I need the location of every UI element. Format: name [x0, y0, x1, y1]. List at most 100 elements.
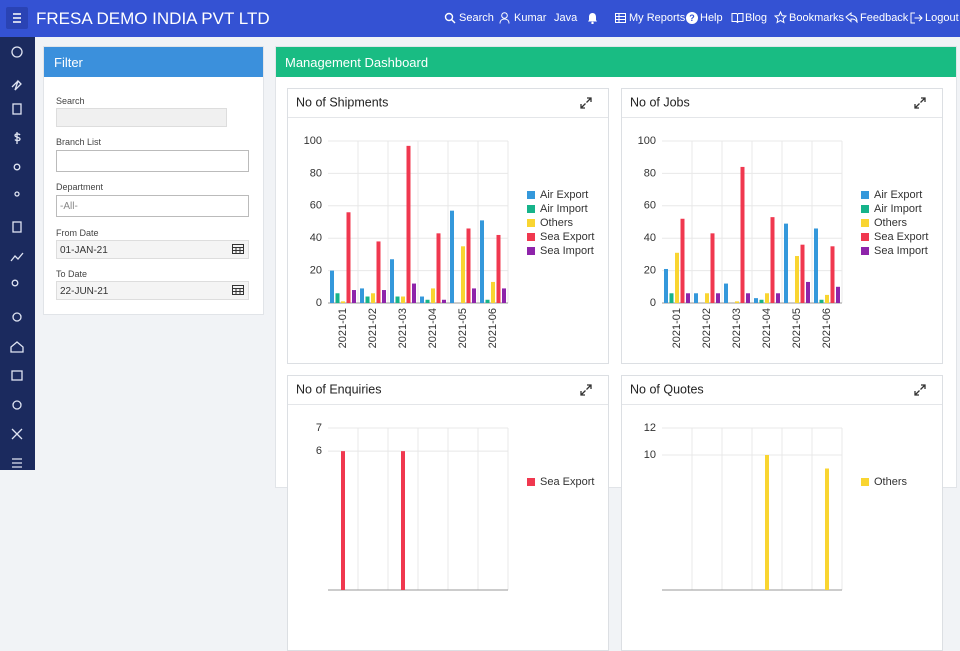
bar	[412, 283, 416, 303]
icon-user-settings[interactable]	[11, 279, 19, 287]
bar	[825, 294, 829, 303]
legend-swatch	[527, 219, 535, 227]
icon-network[interactable]	[14, 191, 20, 197]
nav-language[interactable]: Java	[554, 12, 578, 24]
bar	[669, 293, 674, 303]
legend-swatch	[861, 233, 869, 241]
icon-settings-2[interactable]	[12, 400, 22, 410]
to-date-input[interactable]: 22-JUN-21	[56, 281, 249, 300]
field-label: Search	[56, 96, 85, 106]
legend-swatch	[861, 205, 869, 213]
bar	[735, 301, 739, 303]
bar	[335, 293, 340, 303]
reports-icon	[615, 13, 626, 23]
calendar-icon[interactable]	[232, 285, 244, 295]
bar	[765, 455, 769, 590]
branch-input[interactable]	[56, 150, 249, 172]
menu-icon	[13, 13, 21, 23]
legend-label: Others	[540, 217, 574, 229]
nav-search[interactable]: Search	[459, 12, 494, 24]
icon-menu[interactable]	[12, 458, 22, 468]
bar	[442, 299, 446, 303]
bar	[686, 293, 690, 303]
field-label: Department	[56, 182, 104, 192]
icon-scissors[interactable]	[11, 428, 23, 440]
bar	[341, 451, 345, 590]
x-tick-label: 2021-03	[731, 308, 743, 348]
legend-label: Sea Export	[874, 231, 928, 243]
icon-settings[interactable]	[12, 312, 22, 322]
legend-label: Sea Export	[540, 476, 594, 488]
nav-bookmarks[interactable]: Bookmarks	[789, 12, 845, 24]
search-input[interactable]	[56, 108, 227, 127]
y-tick-label: 80	[644, 167, 656, 179]
bar	[425, 299, 430, 303]
nav-user[interactable]: Kumar	[514, 12, 547, 24]
y-tick-label: 20	[310, 265, 322, 277]
bar	[675, 252, 679, 303]
svg-text:?: ?	[689, 13, 695, 23]
icon-dollar[interactable]	[14, 132, 21, 144]
icon-user[interactable]	[13, 163, 21, 171]
expand-icon	[580, 384, 592, 396]
icon-clipboard[interactable]	[12, 221, 22, 233]
legend-swatch	[861, 247, 869, 255]
field-label: To Date	[56, 269, 88, 279]
nav-logout[interactable]: Logout	[925, 12, 959, 24]
y-tick-label: 100	[304, 135, 322, 147]
icon-chart[interactable]	[10, 252, 24, 262]
bar	[795, 256, 799, 303]
x-tick-label: 2021-05	[791, 308, 803, 348]
bar	[382, 290, 386, 303]
y-tick-label: 60	[644, 200, 656, 212]
department-select[interactable]: -All-	[56, 195, 249, 217]
filter-title: Filter	[54, 55, 83, 70]
bar	[352, 290, 356, 303]
bookmark-icon	[774, 11, 787, 24]
x-tick-label: 2021-02	[367, 308, 379, 348]
legend-swatch	[861, 219, 869, 227]
menu-button[interactable]	[6, 7, 28, 29]
bar	[401, 296, 405, 303]
x-tick-label: 2021-01	[671, 308, 683, 348]
icon-home[interactable]	[10, 341, 24, 353]
icon-document[interactable]	[12, 103, 22, 115]
bar	[806, 281, 810, 303]
y-tick-label: 6	[316, 445, 322, 457]
icon-support[interactable]	[11, 46, 23, 58]
nav-blog[interactable]: Blog	[745, 12, 768, 24]
chart-title: No of Shipments	[296, 95, 388, 109]
y-tick-label: 20	[644, 265, 656, 277]
chart-card: No of Shipments 0 20 40 60 80 100 2021-01 2021-0…	[287, 88, 609, 364]
bar	[395, 296, 400, 303]
bar	[406, 145, 411, 303]
bar	[450, 210, 454, 303]
nav-help[interactable]: Help	[700, 12, 723, 24]
nav-my-reports[interactable]: My Reports	[629, 12, 686, 24]
logout-icon	[910, 12, 923, 24]
icon-tools[interactable]	[11, 79, 22, 91]
nav-feedback[interactable]: Feedback	[860, 12, 909, 24]
blog-icon	[731, 13, 744, 23]
bar	[724, 283, 728, 303]
y-tick-label: 10	[644, 449, 656, 461]
legend-swatch	[527, 205, 535, 213]
y-tick-label: 7	[316, 422, 322, 434]
chart-title: No of Enquiries	[296, 382, 381, 396]
from-date-input[interactable]: 01-JAN-21	[56, 240, 249, 259]
chart: No of Enquiries 6 7 Sea Export	[288, 382, 608, 591]
chart-card: No of Quotes 10 12 Others	[621, 375, 943, 651]
bar	[341, 301, 345, 303]
y-tick-label: 0	[650, 297, 656, 309]
bar	[491, 281, 495, 303]
field-label: Branch List	[56, 137, 102, 147]
bar	[814, 228, 818, 303]
chart: No of Shipments 0 20 40 60 80 100 2021-01 2021-0…	[288, 95, 608, 348]
bar	[776, 293, 780, 303]
calendar-icon[interactable]	[232, 244, 244, 254]
icon-list[interactable]	[11, 370, 23, 381]
x-tick-label: 2021-01	[337, 308, 349, 348]
bar	[390, 259, 394, 303]
bell-icon[interactable]	[587, 12, 598, 24]
